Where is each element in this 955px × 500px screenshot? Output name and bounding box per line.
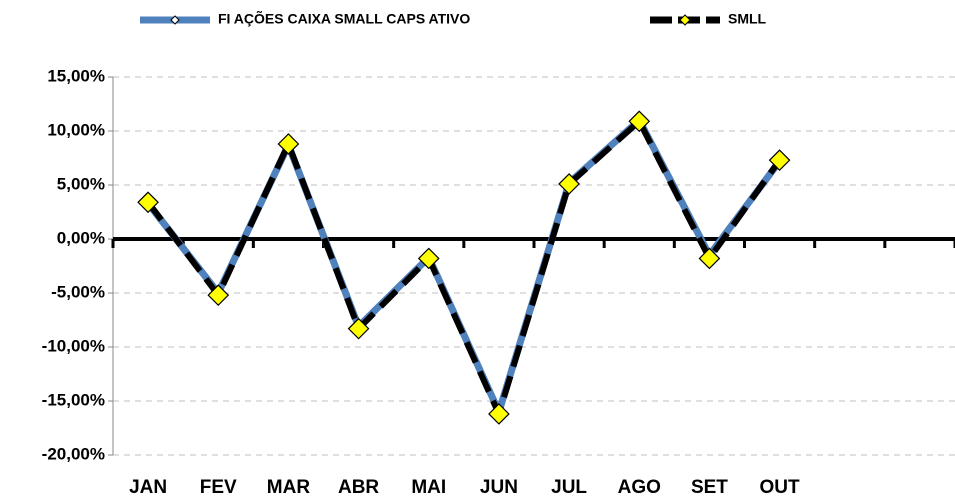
point-marker	[137, 191, 159, 214]
point-marker	[347, 317, 370, 340]
y-tick-label: -15,00%	[42, 390, 105, 409]
x-tick-label: JUN	[480, 477, 518, 498]
x-tick-label: JUL	[551, 477, 587, 498]
legend-marker	[679, 14, 691, 26]
point-marker	[488, 403, 510, 425]
x-tick-label: FEV	[200, 477, 237, 498]
y-tick-label: 15,00%	[47, 66, 105, 85]
x-tick-label: MAR	[267, 477, 311, 498]
y-tick-label: 5,00%	[57, 174, 105, 193]
point-marker	[698, 247, 721, 270]
series-line	[145, 118, 783, 417]
point-marker	[417, 247, 440, 270]
y-tick-label: 0,00%	[57, 228, 105, 247]
x-tick-label: SET	[691, 477, 728, 498]
x-tick-label: MAI	[411, 477, 446, 498]
legend-marker	[170, 15, 180, 25]
y-tick-label: -20,00%	[42, 444, 105, 463]
y-tick-label: -5,00%	[51, 282, 105, 301]
point-marker	[768, 149, 791, 172]
legend-label: SMLL	[728, 11, 767, 27]
x-tick-label: JAN	[129, 477, 167, 498]
x-tick-label: ABR	[338, 477, 379, 498]
x-tick-label: OUT	[760, 477, 801, 498]
legend-label: FI AÇÕES CAIXA SMALL CAPS ATIVO	[218, 10, 470, 27]
series-line	[145, 116, 783, 416]
point-marker	[558, 173, 580, 195]
point-marker	[628, 110, 651, 133]
point-marker	[277, 133, 300, 155]
point-marker	[207, 284, 230, 307]
x-tick-label: AGO	[618, 477, 661, 498]
y-tick-label: -10,00%	[42, 336, 105, 355]
y-tick-label: 10,00%	[47, 120, 105, 139]
